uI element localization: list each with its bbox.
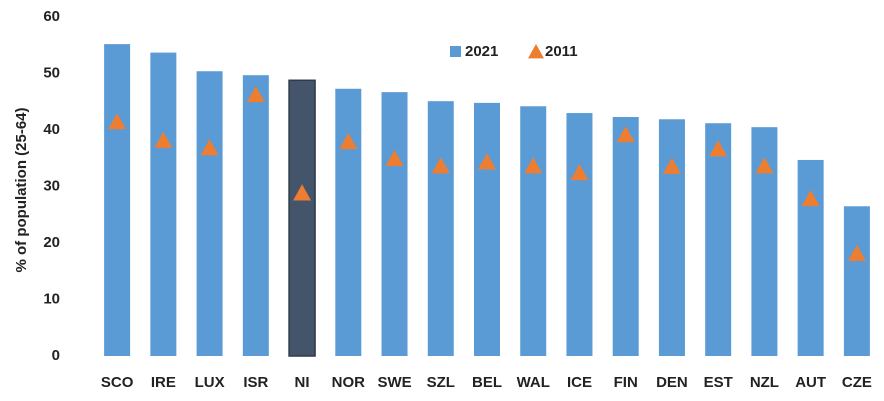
bar xyxy=(335,88,362,356)
y-tick-label: 10 xyxy=(43,290,60,307)
legend-swatch xyxy=(528,44,544,59)
bar xyxy=(288,79,316,357)
x-tick-label: EST xyxy=(704,374,733,391)
x-tick-label: NI xyxy=(295,374,310,391)
y-tick-label: 50 xyxy=(43,64,60,81)
legend-label: 2011 xyxy=(545,43,578,60)
bar xyxy=(150,52,177,356)
marker xyxy=(154,131,173,148)
y-tick-label: 20 xyxy=(43,234,60,251)
marker xyxy=(246,85,265,103)
marker xyxy=(293,184,312,201)
x-tick-label: SZL xyxy=(427,374,455,391)
marker xyxy=(662,157,681,174)
bar xyxy=(242,75,269,356)
x-tick-label: ISR xyxy=(243,374,268,391)
marker xyxy=(385,149,404,167)
legend-swatch xyxy=(450,46,461,57)
marker xyxy=(801,189,820,207)
x-tick-label: WAL xyxy=(517,374,550,391)
marker xyxy=(339,132,358,150)
bar xyxy=(196,71,223,357)
x-tick-label: ICE xyxy=(567,374,592,391)
x-tick-label: SWE xyxy=(377,374,411,391)
x-tick-label: NZL xyxy=(750,374,779,391)
marker xyxy=(616,126,635,143)
y-tick-label: 60 xyxy=(43,8,60,25)
y-tick-label: 40 xyxy=(43,121,60,138)
x-tick-label: IRE xyxy=(151,374,176,391)
x-tick-label: CZE xyxy=(842,374,872,391)
x-tick-label: AUT xyxy=(795,374,826,391)
marker xyxy=(570,163,589,181)
bar xyxy=(381,92,408,357)
marker xyxy=(847,244,866,261)
marker xyxy=(524,157,543,174)
bar xyxy=(843,206,870,356)
y-tick-label: 30 xyxy=(43,177,60,194)
x-tick-label: NOR xyxy=(332,374,366,391)
x-tick-label: SCO xyxy=(101,374,134,391)
y-axis-label: % of population (25-64) xyxy=(13,107,30,272)
marker xyxy=(108,113,127,130)
bar xyxy=(705,123,732,356)
x-tick-label: FIN xyxy=(614,374,638,391)
marker xyxy=(755,157,774,174)
bar xyxy=(566,113,593,356)
x-tick-label: DEN xyxy=(656,374,688,391)
x-tick-label: LUX xyxy=(195,374,225,391)
x-tick-label: BEL xyxy=(472,374,502,391)
bar xyxy=(612,117,639,356)
marker xyxy=(200,139,219,156)
legend-label: 2021 xyxy=(465,43,498,60)
bar xyxy=(658,119,685,356)
bar xyxy=(474,102,500,356)
bar xyxy=(797,159,824,356)
marker xyxy=(431,157,450,174)
bar xyxy=(427,101,454,356)
marker xyxy=(709,140,728,157)
bar xyxy=(520,106,547,357)
marker xyxy=(478,153,496,170)
bar xyxy=(104,44,131,357)
y-tick-label: 0 xyxy=(52,347,60,364)
